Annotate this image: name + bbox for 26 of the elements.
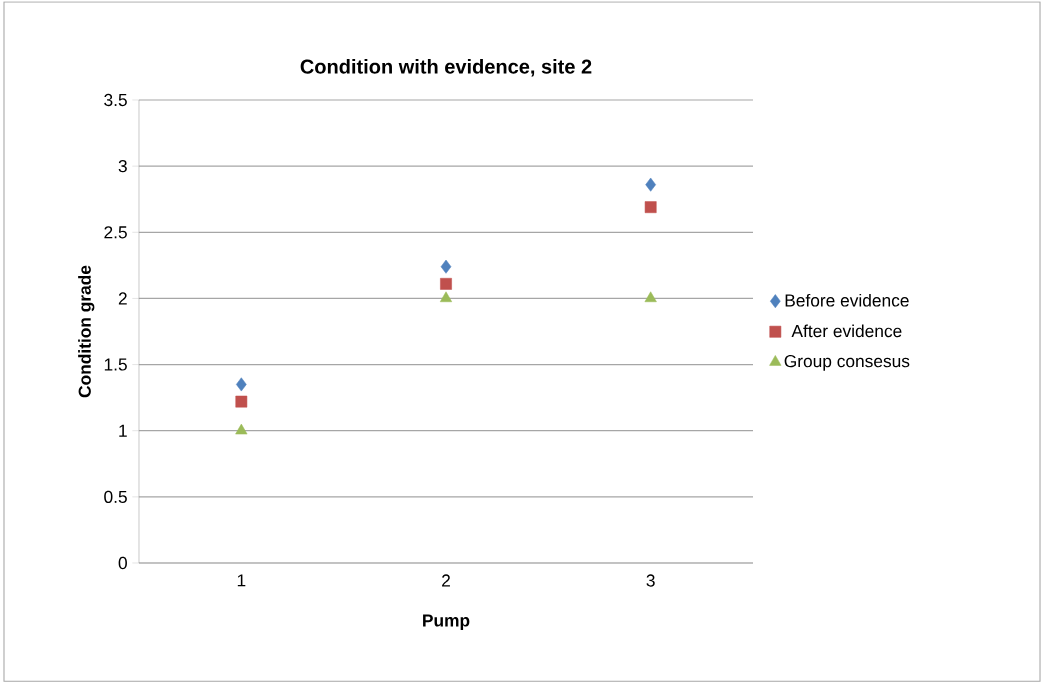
y-tick-label: 2: [118, 292, 127, 305]
y-tick-label: 0: [118, 556, 127, 570]
point: [235, 423, 248, 435]
point: [644, 291, 657, 303]
point: [440, 278, 452, 290]
chart-title: Condition with evidence, site 2: [300, 59, 592, 77]
y-axis-title: Condition grade: [78, 265, 95, 398]
legend-label: Group consesus: [784, 355, 910, 371]
y-tick-label: 0.5: [104, 490, 127, 503]
y-tick-label: 2.5: [104, 226, 127, 239]
y-tick-label: 1.5: [104, 358, 127, 371]
x-tick-label: 3: [646, 574, 655, 587]
point: [440, 259, 452, 274]
y-tick-label: 3.5: [104, 93, 127, 107]
legend-label: After evidence: [791, 324, 902, 338]
legend-label: Before evidence: [785, 293, 909, 307]
point: [644, 201, 657, 214]
x-tick-label: 1: [237, 574, 246, 587]
y-tick-label: 3: [118, 160, 127, 173]
point: [235, 395, 248, 408]
y-tick-label: 1: [119, 424, 127, 437]
point: [236, 377, 247, 392]
point: [439, 291, 453, 303]
point: [645, 177, 656, 192]
x-axis-title: Pump: [423, 614, 470, 630]
x-tick-label: 2: [442, 574, 450, 587]
